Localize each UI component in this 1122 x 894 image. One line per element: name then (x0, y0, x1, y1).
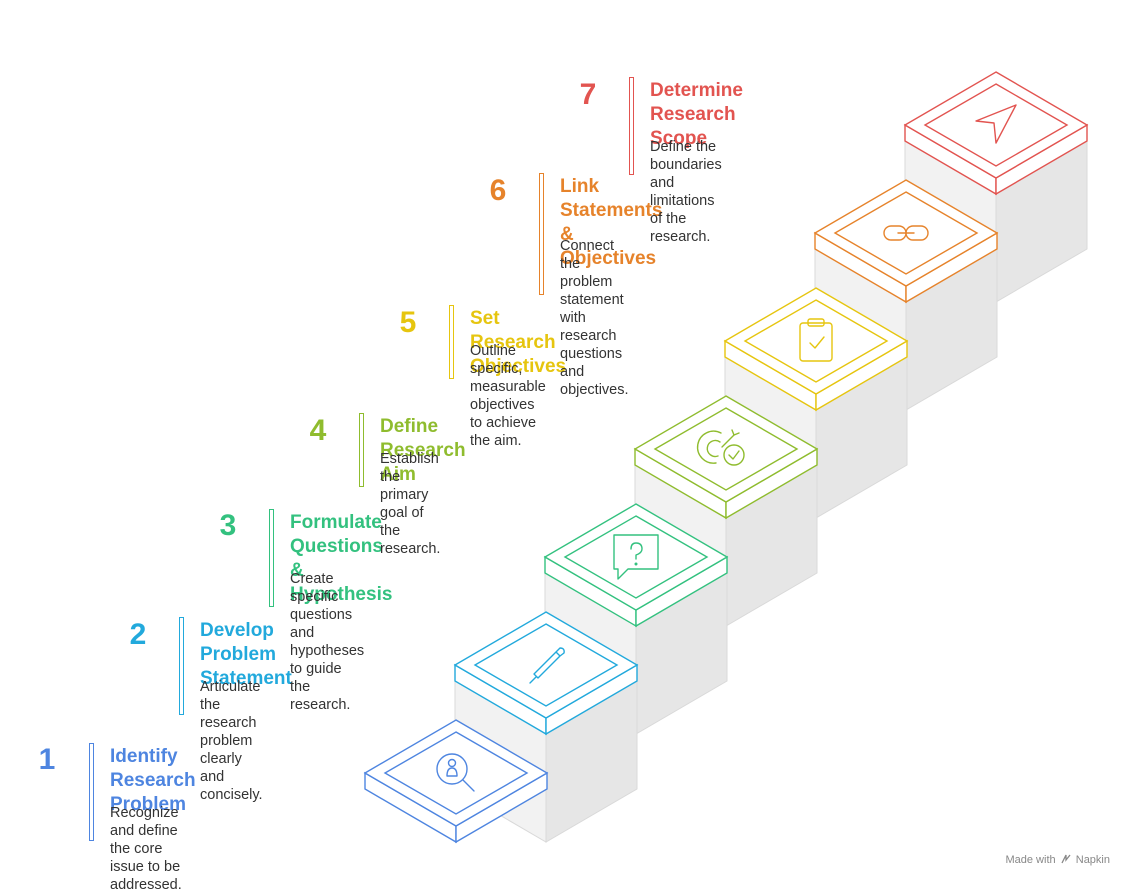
step-top-inner (743, 299, 889, 383)
staircase-diagram (363, 71, 1089, 844)
step-block-1 (363, 719, 549, 844)
napkin-brand-text: Napkin (1075, 854, 1110, 866)
step-number: 2 (129, 618, 147, 651)
step-number: 7 (579, 78, 597, 111)
step-accent-bar (539, 173, 544, 295)
pen-icon (529, 647, 565, 684)
step-title: Determine Research Scope (650, 80, 743, 149)
step-top-inner (473, 623, 619, 707)
step-description: Define the boundaries and limitations of… (650, 139, 722, 245)
step-title: Set Research Objectives (470, 308, 567, 377)
made-with-text: Made with (1005, 854, 1056, 866)
clipboard-check-icon (799, 318, 833, 362)
navigation-arrow-icon (975, 104, 1017, 144)
step-accent-bar (629, 77, 634, 175)
person-search-icon (436, 753, 475, 792)
step-description: Create specific questions and hypotheses… (290, 571, 365, 713)
step-description: Connect the problem statement with resea… (560, 238, 629, 398)
step-description: Articulate the research problem clearly … (200, 679, 263, 803)
target-check-icon (696, 429, 745, 466)
step-accent-bar (179, 617, 184, 715)
step-description: Establish the primary goal of the resear… (380, 451, 441, 557)
step-top-inner (923, 83, 1069, 167)
step-top-inner (383, 731, 529, 815)
step-number: 3 (219, 509, 237, 542)
step-accent-bar (449, 305, 454, 379)
step-title: Identify Research Problem (110, 746, 196, 815)
step-description: Recognize and define the core issue to b… (110, 805, 182, 893)
step-number: 1 (38, 743, 56, 776)
question-bubble-icon (613, 534, 659, 580)
napkin-logo-icon (1061, 854, 1071, 864)
step-title: Link Statements & Objectives (560, 176, 663, 269)
step-number: 5 (399, 306, 417, 339)
step-title: Define Research Aim (380, 416, 466, 485)
step-title: Develop Problem Statement (200, 620, 292, 689)
napkin-watermark: Made with Napkin (1005, 854, 1110, 866)
link-icon (883, 225, 929, 241)
step-block-5 (723, 287, 909, 519)
step-accent-bar (359, 413, 364, 487)
step-number: 6 (489, 174, 507, 207)
step-accent-bar (269, 509, 274, 607)
step-accent-bar (89, 743, 94, 841)
step-description: Outline specific, measurable objectives … (470, 343, 546, 449)
step-block-6 (813, 179, 999, 411)
step-number: 4 (309, 414, 327, 447)
step-title: Formulate Questions & Hypothesis (290, 512, 393, 605)
